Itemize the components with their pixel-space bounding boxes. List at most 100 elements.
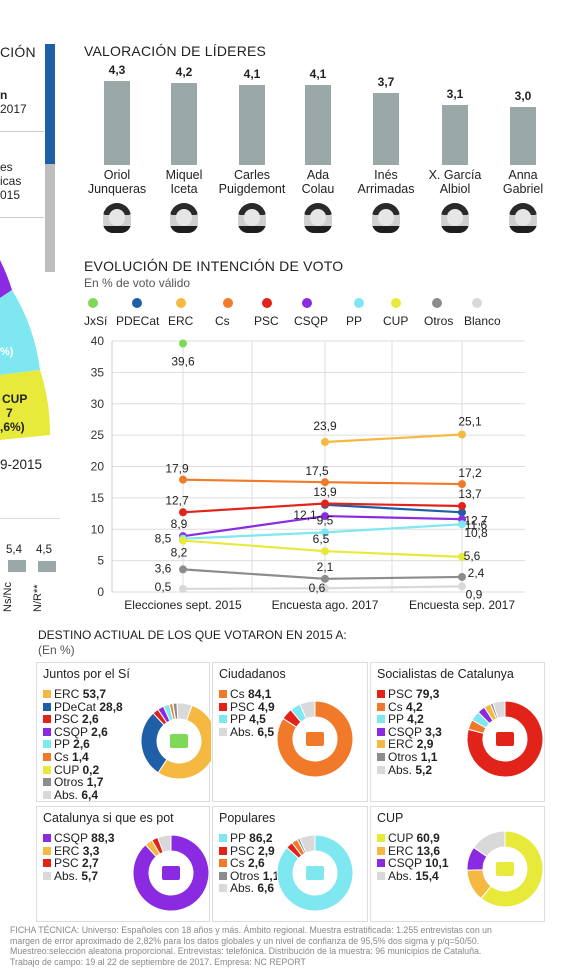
panel-item: CSQP 88,3	[43, 831, 115, 845]
data-label: 2,4	[468, 566, 485, 580]
data-point	[458, 582, 466, 591]
destino-panel: CUP CUP 60,9 ERC 13,6 CSQP 10,1 Abs. 15,4	[370, 806, 545, 922]
item-swatch	[377, 859, 385, 868]
data-point	[179, 508, 187, 517]
panel-item: Otros 1,1	[219, 869, 279, 883]
donut-slice	[276, 700, 354, 778]
psc-logo	[496, 732, 514, 746]
leader-value: 4,2	[175, 65, 193, 80]
left-title-fragment: CIÓN	[0, 44, 36, 60]
data-label: 12,1	[293, 508, 317, 522]
item-value: 2,6	[82, 712, 99, 727]
data-label: 17,2	[458, 466, 482, 480]
data-point	[321, 547, 329, 556]
cup-pct-fragment: ,6%)	[0, 420, 25, 434]
item-swatch	[43, 740, 51, 749]
left-text-fragment: 015	[0, 188, 21, 202]
donut-slice	[299, 700, 316, 720]
leader-first-name: Inés	[374, 168, 398, 182]
donut-slice	[157, 704, 211, 780]
series-line-pdecat	[324, 503, 463, 514]
panel-item: PP 4,2	[377, 712, 424, 726]
item-label: ERC	[388, 737, 414, 752]
data-label: 12,7	[464, 513, 488, 527]
legend-swatch	[262, 298, 272, 308]
item-swatch	[377, 702, 385, 711]
panel-item: CSQP 3,3	[377, 725, 442, 739]
evolution-title: EVOLUCIÓN DE INTENCIÓN DE VOTO	[84, 258, 344, 274]
leader-value: 4,1	[243, 67, 261, 82]
item-value: 1,1	[420, 750, 438, 764]
item-swatch	[219, 834, 227, 842]
data-point	[179, 536, 187, 545]
donut-chart	[276, 834, 354, 912]
donut-chart	[140, 702, 211, 780]
item-value: 1,7	[86, 775, 104, 790]
panel-item: PSC 2,7	[43, 856, 99, 870]
legend-swatch	[132, 298, 142, 308]
item-label: Cs	[54, 750, 69, 764]
donut-slice	[176, 702, 193, 721]
bar-value: 5,4	[6, 544, 22, 556]
leader-bar	[305, 85, 331, 165]
panel-item: PDeCat 28,8	[43, 700, 123, 714]
item-value: 4,9	[258, 699, 275, 714]
leader-first-name: Oriol	[103, 168, 131, 182]
panel-item: ERC 53,7	[43, 687, 106, 701]
item-label: Abs.	[54, 868, 79, 883]
destino-subtitle: (En %)	[38, 643, 75, 657]
item-label: PSC	[388, 687, 413, 701]
destino-panel: Socialistas de Catalunya PSC 79,3 Cs 4,2 PP…	[370, 662, 545, 802]
data-label: 6,5	[313, 532, 330, 546]
data-point	[458, 508, 466, 517]
bar	[8, 560, 26, 572]
item-swatch	[43, 765, 51, 774]
data-point	[321, 584, 329, 593]
leader-bar	[104, 81, 130, 165]
panel-item: PSC 2,9	[219, 844, 275, 858]
item-value: 2,9	[258, 843, 275, 858]
y-tick-label: 20	[91, 460, 105, 474]
item-value: 1,4	[72, 750, 89, 764]
data-point	[321, 499, 329, 508]
leader-name: Carles Puigdemont	[217, 168, 287, 196]
item-value: 6,6	[257, 881, 275, 896]
item-value: 5,2	[415, 762, 433, 777]
item-label: CSQP	[388, 856, 422, 871]
item-swatch	[377, 690, 385, 698]
data-point	[321, 478, 329, 487]
item-value: 2,9	[416, 737, 434, 752]
item-swatch	[43, 715, 51, 724]
data-label: 9,5	[317, 513, 334, 527]
leader-first-name: Carles	[233, 168, 271, 182]
cup-seats-fragment: 7	[6, 406, 13, 420]
data-label: 25,1	[458, 414, 482, 428]
leader-last-name: Junqueras	[87, 182, 147, 196]
cs-logo	[306, 732, 324, 746]
item-value: 5,7	[81, 868, 99, 883]
divider	[0, 217, 44, 218]
leader-value: 4,3	[108, 63, 126, 78]
leader-last-name: Arrimadas	[357, 182, 415, 196]
panel-title: Populares	[219, 811, 276, 825]
donut-slice	[492, 700, 506, 719]
item-swatch	[43, 778, 51, 787]
item-label: Cs	[230, 687, 245, 701]
data-label: 5,6	[464, 549, 481, 563]
item-value: 28,8	[99, 699, 123, 714]
panel-item: PP 86,2	[219, 831, 273, 845]
donut-chart	[132, 834, 210, 912]
item-label: Cs	[388, 699, 403, 714]
x-tick-label: Elecciones sept. 2015	[124, 598, 242, 612]
data-point	[458, 430, 466, 439]
item-value: 79,3	[416, 687, 440, 701]
cup-label-fragment: CUP	[2, 392, 28, 406]
item-value: 2,6	[248, 856, 265, 871]
item-label: CSQP	[54, 831, 88, 845]
data-point	[321, 574, 329, 583]
line-chart: 0 5 10 15 20 25 30 35 40 Elecciones sept. 2015 Enc…	[91, 334, 525, 612]
leader-value: 3,7	[377, 74, 395, 89]
panel-item: Abs. 6,4	[43, 788, 98, 802]
panel-title: Juntos por el Sí	[43, 667, 130, 681]
cup-logo	[496, 862, 514, 876]
